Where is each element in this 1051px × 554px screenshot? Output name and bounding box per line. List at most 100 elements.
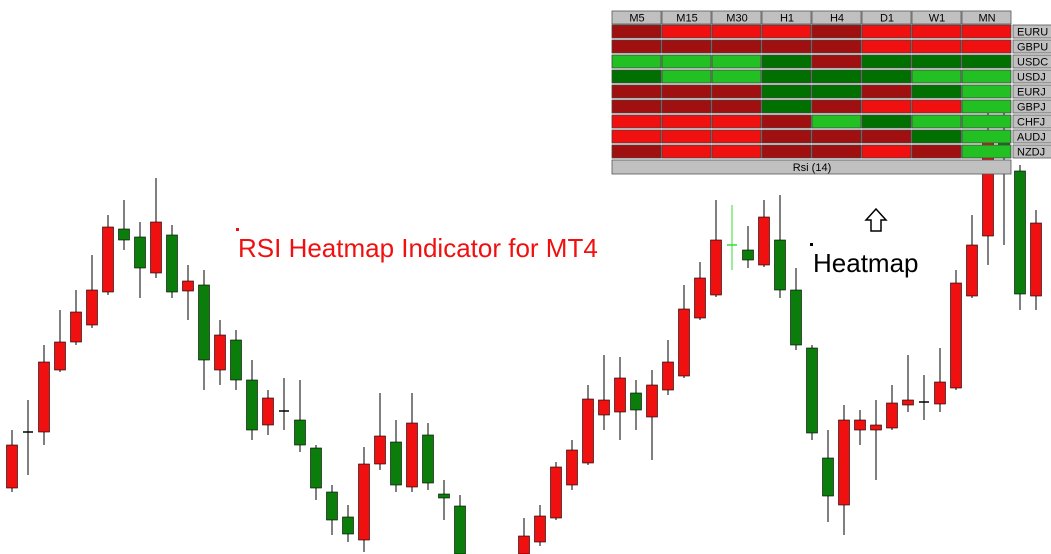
candle-body <box>790 289 802 346</box>
heat-cell <box>861 114 912 129</box>
heat-cell <box>911 144 962 159</box>
row-label: EURU <box>1017 26 1048 38</box>
column-header <box>711 10 762 25</box>
heat-cell <box>711 24 762 39</box>
heat-cell <box>611 39 662 54</box>
anchor-dot <box>810 243 813 246</box>
candle-body <box>390 441 402 486</box>
candle-body <box>742 249 754 261</box>
candle-body <box>1030 222 1042 297</box>
row-header <box>1012 129 1051 144</box>
heat-cell <box>611 99 662 114</box>
candle-body <box>630 392 642 411</box>
heat-cell <box>711 54 762 69</box>
candle-body <box>774 239 786 291</box>
candle-body <box>438 493 450 499</box>
heat-cell <box>861 24 912 39</box>
candle-body <box>262 397 274 426</box>
heat-cell <box>811 39 862 54</box>
row-label: NZDJ <box>1017 146 1045 158</box>
candle-body <box>54 341 66 371</box>
heat-cell <box>811 84 862 99</box>
column-header <box>761 10 812 25</box>
heat-cell <box>861 144 912 159</box>
row-label: USDC <box>1017 56 1048 68</box>
candle-body <box>966 244 978 297</box>
heat-cell <box>961 54 1012 69</box>
candle-body <box>806 347 818 434</box>
heat-cell <box>711 144 762 159</box>
candle-body <box>870 424 882 431</box>
heat-cell <box>711 99 762 114</box>
candle-body <box>102 226 114 293</box>
heat-cell <box>611 144 662 159</box>
heat-cell <box>611 84 662 99</box>
heat-cell <box>761 84 812 99</box>
heat-cell <box>961 84 1012 99</box>
heat-cell <box>861 54 912 69</box>
column-header <box>961 10 1012 25</box>
column-header <box>811 10 862 25</box>
candles <box>6 103 1042 554</box>
row-header <box>1012 54 1051 69</box>
candle-body <box>198 284 210 361</box>
candle-body <box>38 361 50 433</box>
heatmap: M5 M15 M30 H1 H4 D1 W1 MN EURU GBPU USDC USDJ EURJ GB… <box>611 10 1051 175</box>
heat-cell <box>911 84 962 99</box>
heat-cell <box>911 39 962 54</box>
column-label: M5 <box>629 12 644 24</box>
heat-cell <box>861 69 912 84</box>
candle-body <box>182 280 194 292</box>
candle-body <box>454 505 466 554</box>
column-label: M30 <box>726 12 747 24</box>
heat-cell <box>961 129 1012 144</box>
candle-body <box>1014 170 1026 295</box>
heat-cell <box>611 114 662 129</box>
candle-body <box>566 449 578 486</box>
column-header <box>661 10 712 25</box>
candle-body <box>230 339 242 381</box>
column-label: D1 <box>880 12 894 24</box>
candle-body <box>70 311 82 343</box>
heat-cell <box>611 24 662 39</box>
candle-body <box>550 466 562 519</box>
candle-body <box>6 444 18 489</box>
candle-body <box>422 434 434 484</box>
heat-cell <box>711 129 762 144</box>
heat-cell <box>861 84 912 99</box>
heat-cell <box>661 114 712 129</box>
row-header <box>1012 84 1051 99</box>
row-label: GBPU <box>1017 41 1048 53</box>
candle-body <box>214 334 226 371</box>
candle-body <box>518 535 530 554</box>
row-header <box>1012 39 1051 54</box>
heat-cell <box>961 24 1012 39</box>
candle-body <box>934 381 946 405</box>
heat-cell <box>661 129 712 144</box>
heat-cell <box>811 69 862 84</box>
heat-cell <box>911 24 962 39</box>
candle-body <box>406 422 418 488</box>
heat-cell <box>611 54 662 69</box>
candle-body <box>758 216 770 266</box>
candle-body <box>310 447 322 489</box>
heat-cell <box>761 129 812 144</box>
candle-body <box>902 399 914 406</box>
candle-body <box>710 239 722 296</box>
row-header <box>1012 69 1051 84</box>
heat-cell <box>761 24 812 39</box>
heat-cell <box>961 114 1012 129</box>
heat-cell <box>611 69 662 84</box>
row-header <box>1012 114 1051 129</box>
candle-body <box>646 384 658 418</box>
candle-body <box>662 361 674 391</box>
heat-cell <box>911 69 962 84</box>
heat-cell <box>761 39 812 54</box>
candle-body <box>534 515 546 543</box>
heat-cell <box>761 114 812 129</box>
heat-cell <box>961 69 1012 84</box>
candle-body <box>358 463 370 541</box>
heat-cell <box>761 54 812 69</box>
column-header <box>861 10 912 25</box>
